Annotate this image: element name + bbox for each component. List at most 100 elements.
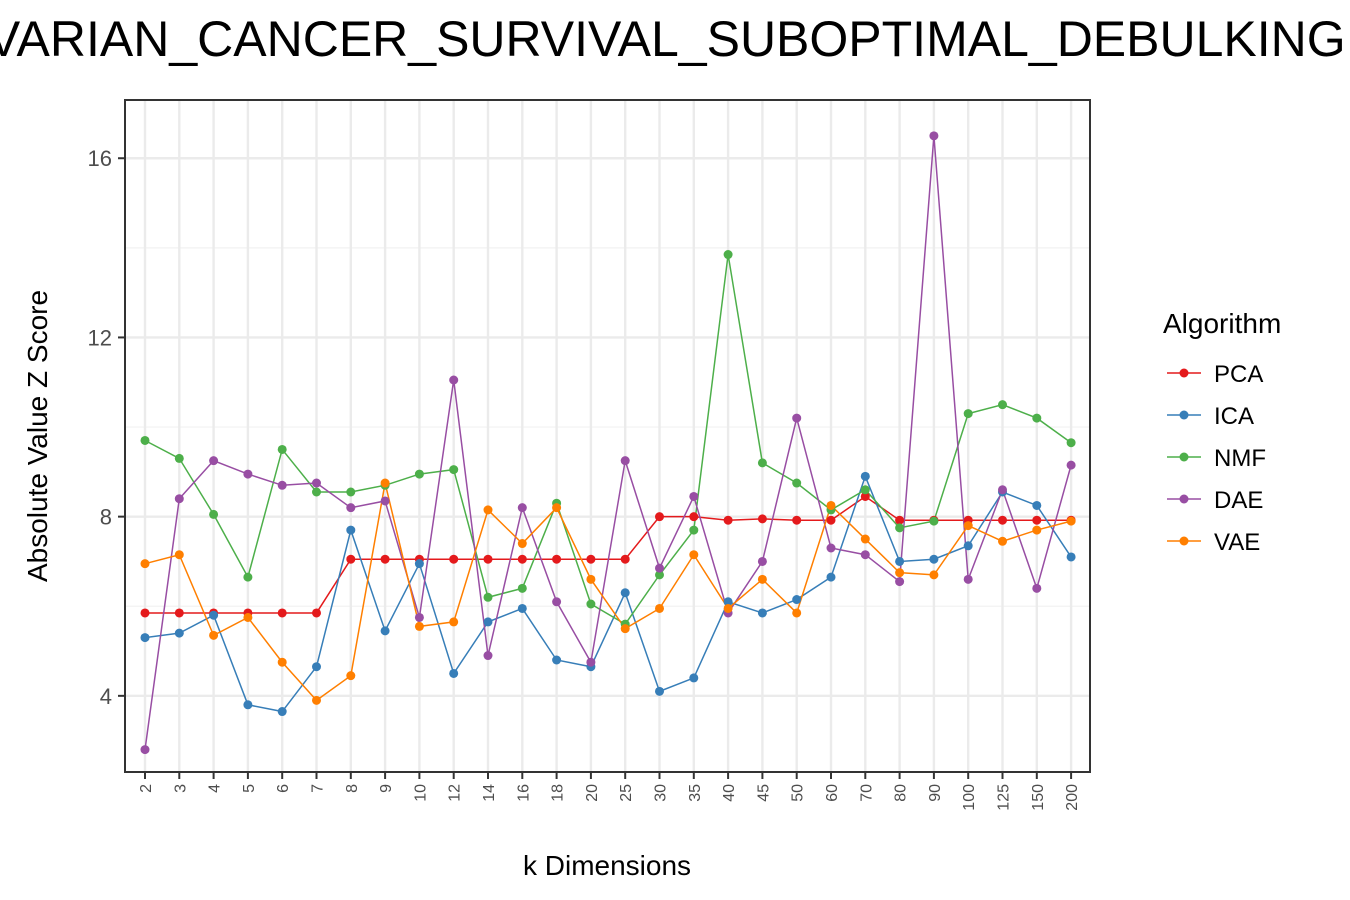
data-point-vae	[449, 617, 459, 627]
data-point-dae	[174, 494, 184, 504]
x-tick-label: 4	[207, 784, 224, 793]
data-point-ica	[895, 556, 905, 566]
data-point-ica	[312, 662, 321, 672]
data-point-ica	[792, 595, 802, 605]
x-axis-title: k Dimensions	[523, 850, 691, 881]
data-point-ica	[552, 655, 562, 665]
data-point-nmf	[655, 570, 664, 580]
data-point-ica	[1032, 500, 1042, 510]
y-axis: 4 8 12 16	[88, 146, 125, 709]
data-point-dae	[346, 503, 356, 513]
data-point-pca	[655, 512, 664, 522]
y-tick-label: 8	[100, 505, 112, 530]
series-line-pca	[145, 495, 1072, 614]
data-point-ica	[174, 628, 184, 638]
x-tick-label: 80	[893, 784, 910, 802]
y-axis-title: Absolute Value Z Score	[22, 290, 53, 582]
data-point-pca	[346, 554, 356, 564]
series-points	[140, 131, 1076, 755]
legend-label-pca: PCA	[1214, 361, 1263, 388]
data-point-dae	[792, 413, 802, 423]
data-point-nmf	[998, 400, 1007, 410]
x-tick-label: 7	[310, 784, 327, 793]
data-point-dae	[620, 456, 630, 466]
data-point-ica	[826, 572, 836, 582]
data-point-dae	[380, 496, 390, 506]
y-tick-label: 4	[100, 684, 112, 709]
data-point-vae	[929, 570, 939, 580]
data-point-vae	[346, 671, 356, 681]
data-point-pca	[517, 554, 527, 564]
data-point-pca	[586, 554, 596, 564]
data-point-nmf	[860, 485, 870, 495]
data-point-vae	[586, 574, 596, 584]
x-tick-label: 70	[858, 784, 875, 802]
data-point-nmf	[1032, 413, 1042, 423]
data-point-vae	[174, 550, 184, 560]
data-point-pca	[483, 554, 493, 564]
data-point-dae	[860, 550, 870, 560]
data-point-nmf	[174, 453, 184, 463]
data-point-dae	[826, 543, 836, 553]
grid-lines	[125, 100, 1090, 772]
data-point-nmf	[517, 583, 527, 593]
data-point-ica	[757, 608, 767, 618]
legend-label-ica: ICA	[1214, 403, 1254, 430]
data-point-dae	[277, 480, 287, 490]
data-point-dae	[895, 577, 905, 587]
data-point-vae	[552, 503, 562, 513]
data-point-ica	[209, 610, 219, 620]
data-point-vae	[826, 500, 836, 510]
series-line-dae	[144, 135, 1072, 750]
data-point-vae	[860, 534, 870, 544]
x-tick-label: 18	[550, 784, 567, 802]
data-point-pca	[174, 608, 184, 618]
data-point-dae	[414, 612, 424, 622]
data-point-vae	[380, 478, 390, 488]
data-point-vae	[998, 536, 1007, 546]
data-point-dae	[586, 657, 596, 667]
data-point-nmf	[792, 478, 802, 488]
data-point-vae	[140, 559, 150, 569]
data-point-dae	[209, 456, 219, 466]
data-point-pca	[277, 608, 287, 618]
x-tick-label: 125	[996, 784, 1013, 811]
series-line-vae	[144, 482, 1072, 702]
data-point-nmf	[312, 487, 321, 497]
data-point-nmf	[243, 572, 253, 582]
data-point-dae	[1066, 460, 1076, 470]
data-point-vae	[792, 608, 802, 618]
data-point-vae	[655, 603, 664, 613]
x-tick-label: 9	[378, 784, 395, 793]
data-point-dae	[552, 597, 562, 607]
data-point-pca	[1032, 515, 1042, 525]
x-tick-label: 40	[721, 784, 738, 802]
data-point-ica	[963, 541, 973, 551]
data-point-ica	[723, 597, 733, 607]
data-point-vae	[895, 568, 905, 578]
legend-label-vae: VAE	[1214, 529, 1260, 556]
legend-label-dae: DAE	[1214, 487, 1263, 514]
plot-panel-border	[124, 99, 1091, 773]
data-point-pca	[689, 512, 699, 522]
data-point-dae	[689, 491, 699, 501]
data-point-nmf	[963, 409, 973, 419]
data-point-nmf	[209, 509, 219, 519]
x-tick-label: 50	[790, 784, 807, 802]
x-tick-label: 12	[447, 784, 464, 802]
legend-key-point	[1179, 410, 1189, 420]
data-point-vae	[209, 630, 219, 640]
data-point-nmf	[1066, 438, 1076, 448]
data-point-dae	[929, 131, 939, 141]
legend-label-nmf: NMF	[1214, 445, 1266, 472]
y-tick-label: 16	[88, 146, 112, 171]
data-point-ica	[620, 588, 630, 598]
legend-title: Algorithm	[1163, 308, 1281, 339]
data-point-dae	[140, 745, 150, 755]
x-tick-label: 6	[275, 784, 292, 793]
data-point-ica	[860, 471, 870, 481]
data-point-ica	[483, 617, 493, 627]
x-tick-label: 2	[138, 784, 155, 793]
data-point-vae	[517, 539, 527, 549]
